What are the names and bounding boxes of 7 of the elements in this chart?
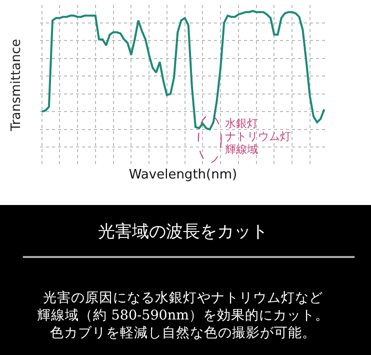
y-axis-title: Transmittance — [8, 38, 24, 132]
annotation: 水銀灯 — [225, 117, 258, 130]
text: 輝線域 — [225, 143, 258, 156]
text: ナトリウム灯 — [225, 130, 291, 143]
text: 光害の原因になる水銀灯やナトリウム灯など輝線域（約 580-590nm）を効果的にカット。色カブリを軽減し自然な色の撮影が可能。 — [37, 290, 329, 342]
x-axis-title: Wavelength(nm) — [128, 168, 238, 183]
text: 光害域の波長をカット — [98, 222, 268, 242]
